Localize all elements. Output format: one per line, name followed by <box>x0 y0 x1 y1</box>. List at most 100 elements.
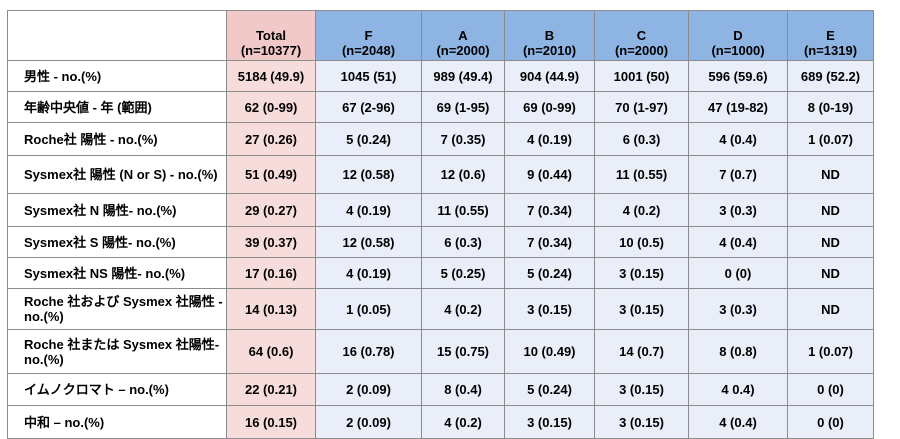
table-row: Roche 社または Sysmex 社陽性- no.(%) 64 (0.6) 1… <box>7 329 874 374</box>
value-cell: ND <box>787 288 874 330</box>
results-table-wrapper: Total (n=10377) F (n=2048) A (n=2000) B … <box>7 10 874 439</box>
row-label: 年齢中央値 - 年 (範囲) <box>7 91 227 123</box>
header-group-b: B (n=2010) <box>504 10 595 61</box>
header-group-e: E (n=1319) <box>787 10 874 61</box>
value-cell: 4 (0.4) <box>688 122 788 156</box>
total-cell: 62 (0-99) <box>226 91 316 123</box>
table-row: Roche 社および Sysmex 社陽性 - no.(%) 14 (0.13)… <box>7 288 874 330</box>
value-cell: 6 (0.3) <box>594 122 689 156</box>
value-cell: 11 (0.55) <box>594 155 689 194</box>
value-cell: ND <box>787 226 874 258</box>
value-cell: 4 (0.4) <box>688 226 788 258</box>
header-row: Total (n=10377) F (n=2048) A (n=2000) B … <box>7 10 874 61</box>
results-table: Total (n=10377) F (n=2048) A (n=2000) B … <box>7 10 874 439</box>
value-cell: 4 (0.4) <box>688 405 788 439</box>
value-cell: 12 (0.58) <box>315 155 422 194</box>
value-cell: 1001 (50) <box>594 60 689 92</box>
value-cell: 4 (0.19) <box>504 122 595 156</box>
value-cell: 8 (0.4) <box>421 373 505 406</box>
header-group-d: D (n=1000) <box>688 10 788 61</box>
value-cell: 3 (0.15) <box>504 288 595 330</box>
table-row: 男性 - no.(%) 5184 (49.9) 1045 (51) 989 (4… <box>7 60 874 92</box>
value-cell: 3 (0.15) <box>594 288 689 330</box>
value-cell: 7 (0.34) <box>504 226 595 258</box>
value-cell: 5 (0.24) <box>315 122 422 156</box>
value-cell: 4 (0.19) <box>315 257 422 289</box>
value-cell: 70 (1-97) <box>594 91 689 123</box>
header-corner-cell <box>7 10 227 61</box>
header-group-c: C (n=2000) <box>594 10 689 61</box>
row-label: Sysmex社 NS 陽性- no.(%) <box>7 257 227 289</box>
row-label: 中和 – no.(%) <box>7 405 227 439</box>
table-row: Sysmex社 陽性 (N or S) - no.(%) 51 (0.49) 1… <box>7 155 874 194</box>
header-group-a: A (n=2000) <box>421 10 505 61</box>
table-row: 年齢中央値 - 年 (範囲) 62 (0-99) 67 (2-96) 69 (1… <box>7 91 874 123</box>
value-cell: 3 (0.15) <box>594 405 689 439</box>
row-label: Roche 社および Sysmex 社陽性 - no.(%) <box>7 288 227 330</box>
total-cell: 64 (0.6) <box>226 329 316 374</box>
value-cell: 1 (0.07) <box>787 122 874 156</box>
row-label: Sysmex社 S 陽性- no.(%) <box>7 226 227 258</box>
value-cell: 3 (0.15) <box>504 405 595 439</box>
value-cell: 15 (0.75) <box>421 329 505 374</box>
total-cell: 22 (0.21) <box>226 373 316 406</box>
value-cell: ND <box>787 155 874 194</box>
value-cell: 1045 (51) <box>315 60 422 92</box>
value-cell: 14 (0.7) <box>594 329 689 374</box>
value-cell: 3 (0.3) <box>688 288 788 330</box>
value-cell: 67 (2-96) <box>315 91 422 123</box>
value-cell: ND <box>787 193 874 227</box>
value-cell: 10 (0.5) <box>594 226 689 258</box>
row-label: イムノクロマト – no.(%) <box>7 373 227 406</box>
value-cell: 16 (0.78) <box>315 329 422 374</box>
total-cell: 27 (0.26) <box>226 122 316 156</box>
value-cell: 4 (0.2) <box>594 193 689 227</box>
value-cell: 3 (0.15) <box>594 257 689 289</box>
row-label: Roche社 陽性 - no.(%) <box>7 122 227 156</box>
value-cell: 47 (19-82) <box>688 91 788 123</box>
header-group-f: F (n=2048) <box>315 10 422 61</box>
value-cell: ND <box>787 257 874 289</box>
total-cell: 14 (0.13) <box>226 288 316 330</box>
table-body: 男性 - no.(%) 5184 (49.9) 1045 (51) 989 (4… <box>7 60 874 439</box>
value-cell: 3 (0.15) <box>594 373 689 406</box>
value-cell: 2 (0.09) <box>315 405 422 439</box>
value-cell: 6 (0.3) <box>421 226 505 258</box>
value-cell: 4 (0.2) <box>421 405 505 439</box>
value-cell: 4 0.4) <box>688 373 788 406</box>
total-cell: 5184 (49.9) <box>226 60 316 92</box>
value-cell: 7 (0.35) <box>421 122 505 156</box>
header-total: Total (n=10377) <box>226 10 316 61</box>
value-cell: 8 (0-19) <box>787 91 874 123</box>
value-cell: 0 (0) <box>787 405 874 439</box>
table-row: Sysmex社 NS 陽性- no.(%) 17 (0.16) 4 (0.19)… <box>7 257 874 289</box>
table-row: Sysmex社 N 陽性- no.(%) 29 (0.27) 4 (0.19) … <box>7 193 874 227</box>
row-label: 男性 - no.(%) <box>7 60 227 92</box>
row-label: Sysmex社 N 陽性- no.(%) <box>7 193 227 227</box>
value-cell: 12 (0.6) <box>421 155 505 194</box>
value-cell: 4 (0.19) <box>315 193 422 227</box>
value-cell: 4 (0.2) <box>421 288 505 330</box>
value-cell: 5 (0.24) <box>504 257 595 289</box>
value-cell: 12 (0.58) <box>315 226 422 258</box>
value-cell: 8 (0.8) <box>688 329 788 374</box>
value-cell: 9 (0.44) <box>504 155 595 194</box>
total-cell: 51 (0.49) <box>226 155 316 194</box>
value-cell: 10 (0.49) <box>504 329 595 374</box>
value-cell: 1 (0.07) <box>787 329 874 374</box>
total-cell: 29 (0.27) <box>226 193 316 227</box>
table-row: イムノクロマト – no.(%) 22 (0.21) 2 (0.09) 8 (0… <box>7 373 874 406</box>
value-cell: 0 (0) <box>787 373 874 406</box>
value-cell: 3 (0.3) <box>688 193 788 227</box>
value-cell: 5 (0.24) <box>504 373 595 406</box>
total-cell: 39 (0.37) <box>226 226 316 258</box>
value-cell: 689 (52.2) <box>787 60 874 92</box>
table-row: Roche社 陽性 - no.(%) 27 (0.26) 5 (0.24) 7 … <box>7 122 874 156</box>
value-cell: 0 (0) <box>688 257 788 289</box>
value-cell: 596 (59.6) <box>688 60 788 92</box>
value-cell: 904 (44.9) <box>504 60 595 92</box>
row-label: Sysmex社 陽性 (N or S) - no.(%) <box>7 155 227 194</box>
value-cell: 7 (0.7) <box>688 155 788 194</box>
value-cell: 1 (0.05) <box>315 288 422 330</box>
value-cell: 69 (1-95) <box>421 91 505 123</box>
